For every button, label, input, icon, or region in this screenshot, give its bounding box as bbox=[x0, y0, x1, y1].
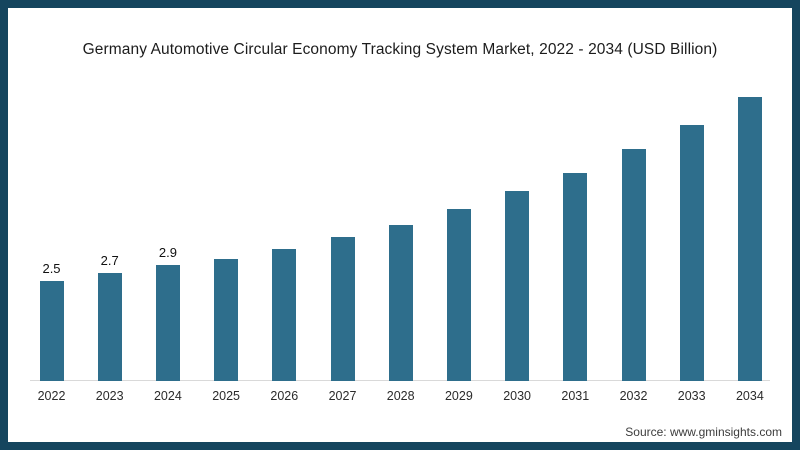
x-axis-label: 2034 bbox=[735, 389, 764, 403]
chart-bar bbox=[330, 237, 355, 381]
chart-bar bbox=[272, 249, 297, 381]
chart-bar bbox=[39, 281, 64, 381]
x-axis-label: 2023 bbox=[95, 389, 124, 403]
x-axis-label: 2028 bbox=[386, 389, 415, 403]
bar-value-label: 2.5 bbox=[42, 261, 61, 276]
bar-value-label: 2.7 bbox=[100, 253, 119, 268]
chart-bar bbox=[214, 259, 239, 381]
x-axis-label: 2032 bbox=[619, 389, 648, 403]
chart-bar bbox=[679, 125, 704, 381]
chart-bar bbox=[563, 173, 588, 381]
chart-bar bbox=[388, 225, 413, 381]
chart-canvas: Germany Automotive Circular Economy Trac… bbox=[8, 8, 792, 442]
x-axis-label: 2024 bbox=[153, 389, 182, 403]
chart-bar bbox=[446, 209, 471, 381]
x-axis-label: 2031 bbox=[561, 389, 590, 403]
x-axis-label: 2033 bbox=[677, 389, 706, 403]
source-text: Source: www.gminsights.com bbox=[625, 425, 782, 439]
chart-bar bbox=[155, 265, 180, 381]
bar-value-label: 2.9 bbox=[158, 245, 177, 260]
x-axis-label: 2022 bbox=[37, 389, 66, 403]
x-axis-label: 2027 bbox=[328, 389, 357, 403]
x-axis-label: 2025 bbox=[212, 389, 240, 403]
chart-bar bbox=[97, 273, 122, 381]
chart-title: Germany Automotive Circular Economy Trac… bbox=[82, 41, 718, 58]
chart-bar bbox=[621, 149, 646, 381]
chart-bar bbox=[737, 97, 762, 381]
chart-bar bbox=[505, 191, 530, 381]
x-axis-label: 2029 bbox=[444, 389, 473, 403]
x-axis-label: 2030 bbox=[503, 389, 531, 403]
x-axis-label: 2026 bbox=[270, 389, 299, 403]
